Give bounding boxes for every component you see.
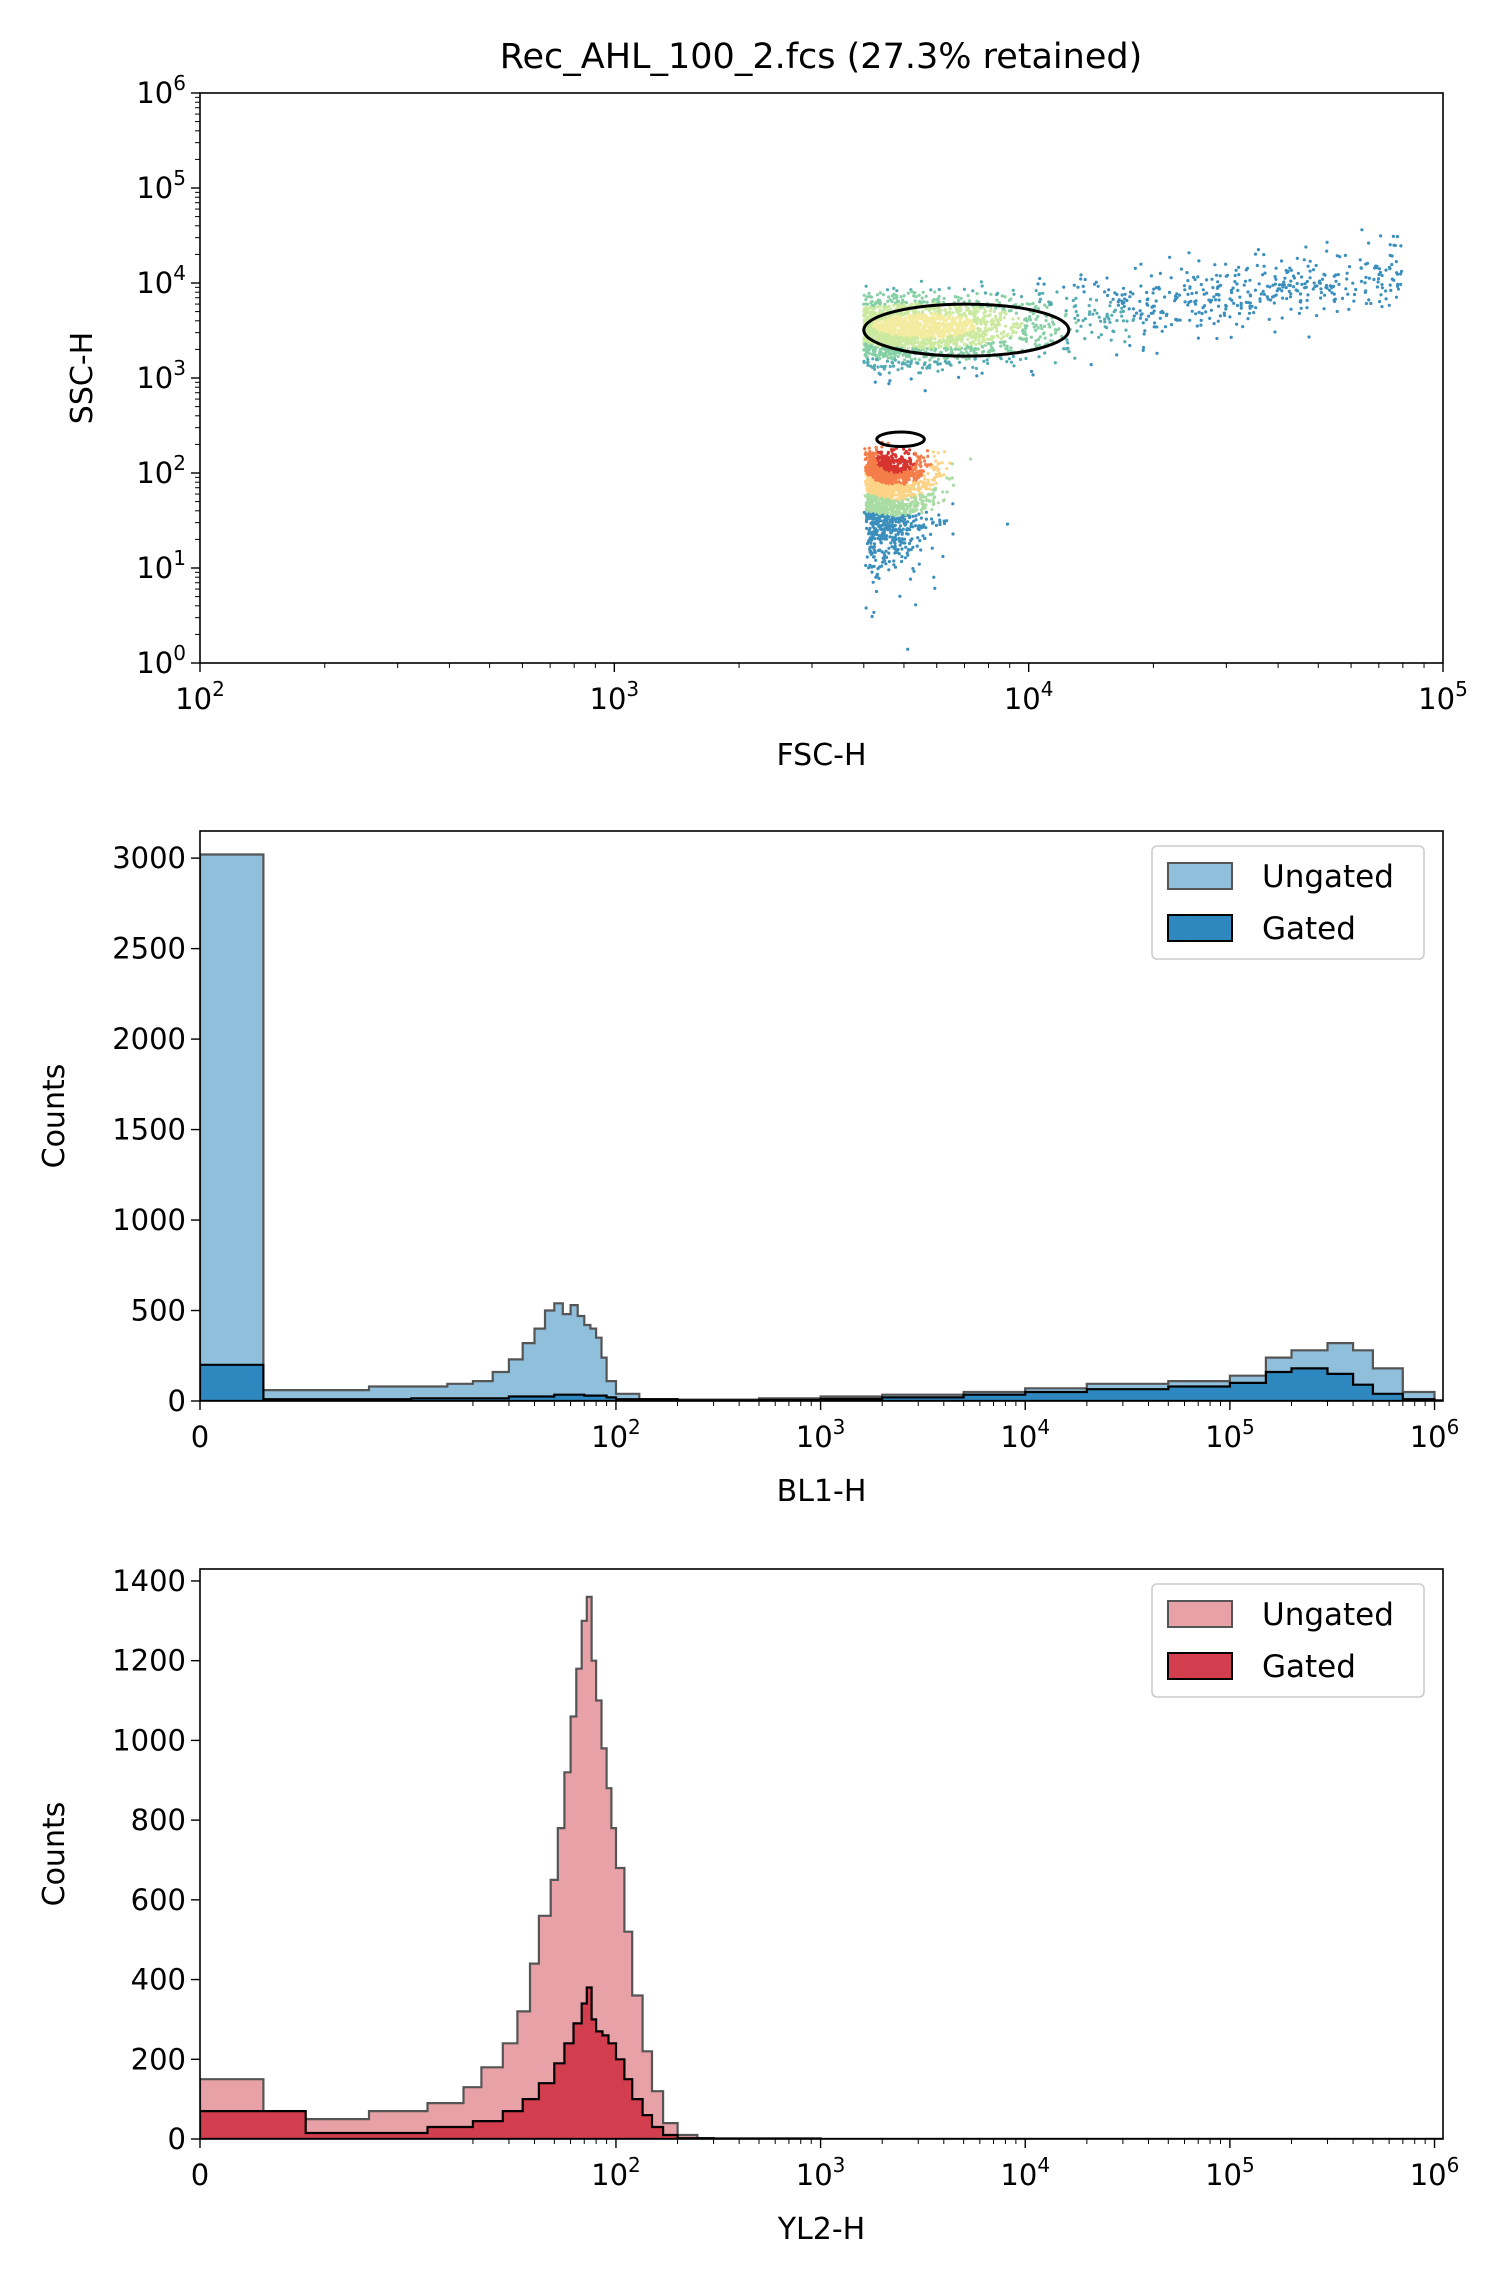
scatter-panel: 102 103 104 105 100 101 102 103 104 105 106 FSC-H SS… bbox=[65, 71, 1468, 773]
x-axis-label: YL2-H bbox=[777, 2212, 866, 2247]
y-tick-label: 800 bbox=[131, 1803, 186, 1837]
y-tick-label: 105 bbox=[136, 166, 186, 205]
x-tick-label: 104 bbox=[1000, 1415, 1050, 1454]
x-tick-label: 106 bbox=[1410, 2153, 1460, 2192]
legend: Ungated Gated bbox=[1151, 1583, 1425, 1698]
y-tick-label: 100 bbox=[136, 641, 186, 680]
y-tick-label: 500 bbox=[131, 1294, 186, 1328]
bl1-histogram-panel: 0 102 103 104 105 106 0 500 1000 1500 2000 2500 3000… bbox=[37, 830, 1460, 1509]
chart-title: Rec_AHL_100_2.fcs (27.3% retained) bbox=[500, 37, 1143, 77]
y-axis-label: Counts bbox=[37, 1802, 72, 1907]
y-tick-label: 1000 bbox=[112, 1723, 186, 1757]
y-tick-label: 1500 bbox=[112, 1113, 186, 1147]
histogram-axes-frame bbox=[199, 830, 1444, 1402]
scatter-points bbox=[862, 228, 1404, 651]
y-tick-label: 0 bbox=[168, 1384, 186, 1418]
legend: Ungated Gated bbox=[1151, 845, 1425, 960]
legend-swatch-ungated bbox=[1167, 1600, 1233, 1628]
histogram-bars bbox=[200, 853, 1443, 1401]
legend-label-gated: Gated bbox=[1262, 1649, 1356, 1685]
y-tick-label: 400 bbox=[131, 1963, 186, 1997]
series-ungated bbox=[200, 853, 1443, 1401]
y-tick-label: 101 bbox=[136, 546, 186, 585]
x-tick-label: 0 bbox=[191, 1420, 209, 1454]
legend-label-ungated: Ungated bbox=[1262, 859, 1394, 895]
gate-contour-1 bbox=[862, 302, 1071, 358]
x-tick-label: 103 bbox=[796, 2153, 846, 2192]
series-gated bbox=[200, 1986, 1443, 2139]
x-tick-label: 103 bbox=[796, 1415, 846, 1454]
x-tick-label: 105 bbox=[1418, 677, 1468, 716]
x-axis-label: FSC-H bbox=[776, 738, 866, 773]
y-tick-label: 200 bbox=[131, 2042, 186, 2076]
x-tick-label: 104 bbox=[1004, 677, 1054, 716]
y-tick-label: 2500 bbox=[112, 932, 186, 966]
legend-swatch-ungated bbox=[1167, 862, 1233, 890]
x-tick-label: 102 bbox=[591, 1415, 641, 1454]
x-tick-label: 104 bbox=[1000, 2153, 1050, 2192]
scatter-axes-frame bbox=[199, 92, 1444, 664]
y-tick-label: 106 bbox=[136, 71, 186, 110]
y-axis-label: SSC-H bbox=[65, 332, 100, 424]
y-tick-label: 104 bbox=[136, 261, 186, 300]
y-tick-label: 103 bbox=[136, 356, 186, 395]
y-tick-label: 3000 bbox=[112, 841, 186, 875]
x-tick-label: 102 bbox=[175, 677, 225, 716]
histogram-bars bbox=[200, 1595, 1443, 2139]
y-tick-label: 1200 bbox=[112, 1644, 186, 1678]
legend-swatch-gated bbox=[1167, 1652, 1233, 1680]
y-tick-label: 102 bbox=[136, 451, 186, 490]
x-tick-label: 106 bbox=[1410, 1415, 1460, 1454]
yl2-histogram-panel: 0 102 103 104 105 106 0 200 400 600 800 1000 1200 140… bbox=[37, 1564, 1459, 2247]
legend-label-ungated: Ungated bbox=[1262, 1597, 1394, 1633]
x-tick-label: 0 bbox=[191, 2158, 209, 2192]
x-tick-label: 105 bbox=[1205, 1415, 1255, 1454]
x-axis-label: BL1-H bbox=[777, 1474, 867, 1509]
y-tick-label: 1000 bbox=[112, 1203, 186, 1237]
legend-swatch-gated bbox=[1167, 914, 1233, 942]
y-tick-label: 1400 bbox=[112, 1564, 186, 1598]
x-tick-label: 105 bbox=[1205, 2153, 1255, 2192]
y-axis-label: Counts bbox=[37, 1064, 72, 1169]
gate-contour-2 bbox=[875, 430, 926, 449]
x-tick-label: 103 bbox=[590, 677, 640, 716]
y-tick-label: 600 bbox=[131, 1883, 186, 1917]
legend-label-gated: Gated bbox=[1262, 911, 1356, 947]
series-ungated bbox=[200, 1595, 1443, 2139]
series-gated bbox=[200, 1363, 1443, 1401]
y-tick-label: 0 bbox=[168, 2122, 186, 2156]
x-tick-label: 102 bbox=[591, 2153, 641, 2192]
y-tick-label: 2000 bbox=[112, 1022, 186, 1056]
histogram-axes-frame bbox=[199, 1568, 1444, 2140]
